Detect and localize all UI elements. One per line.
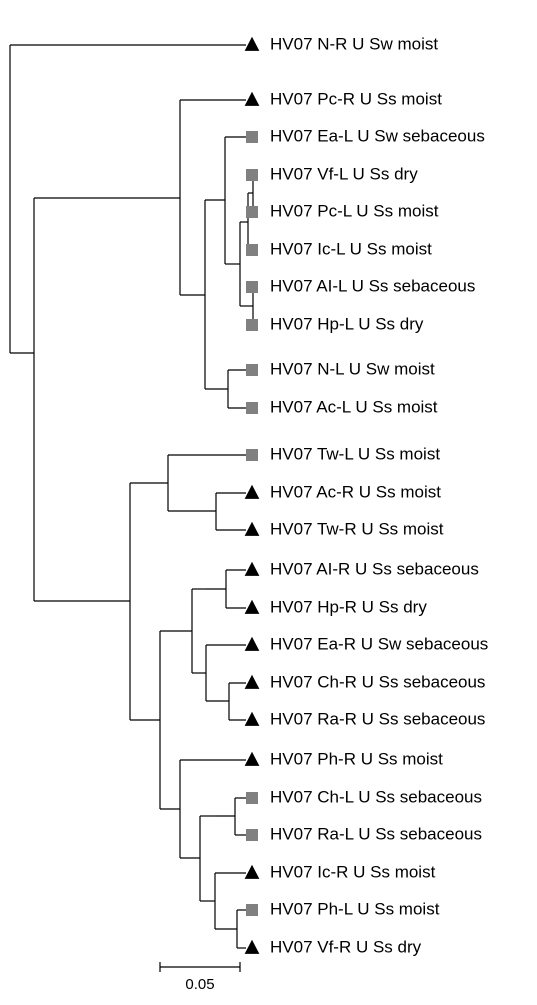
leaf-label: HV07 Ra-L U Ss sebaceous (270, 824, 482, 843)
square-icon (246, 169, 258, 181)
leaf-label: HV07 N-R U Sw moist (270, 34, 438, 53)
leaf-label: HV07 AI-R U Ss sebaceous (270, 559, 479, 578)
leaf-label: HV07 Ic-L U Ss moist (270, 239, 432, 258)
square-icon (246, 281, 258, 293)
leaf-label: HV07 Hp-R U Ss dry (270, 597, 427, 616)
leaf-label: HV07 Ch-R U Ss sebaceous (270, 672, 485, 691)
leaf-label: HV07 Ea-R U Sw sebaceous (270, 634, 488, 653)
square-icon (246, 402, 258, 414)
tree-svg: HV07 N-R U Sw moist HV07 Pc-R U Ss moist H… (0, 0, 537, 1000)
leaf-label: HV07 Ph-R U Ss moist (270, 749, 443, 768)
leaf-label: HV07 N-L U Sw moist (270, 359, 435, 378)
square-icon (246, 131, 258, 143)
square-icon (246, 244, 258, 256)
leaf-label: HV07 Ph-L U Ss moist (270, 899, 440, 918)
square-icon (246, 206, 258, 218)
leaf-label: HV07 Pc-R U Ss moist (270, 89, 442, 108)
leaf-label: HV07 Ch-L U Ss sebaceous (270, 787, 482, 806)
square-icon (246, 792, 258, 804)
square-icon (246, 829, 258, 841)
scale-bar-label: 0.05 (185, 976, 214, 993)
leaf-label: HV07 Ac-R U Ss moist (270, 482, 441, 501)
leaf-label: HV07 Hp-L U Ss dry (270, 314, 424, 333)
leaf-label: HV07 Tw-R U Ss moist (270, 519, 444, 538)
leaf-label: HV07 Ic-R U Ss moist (270, 862, 436, 881)
phylogenetic-tree-figure: HV07 N-R U Sw moist HV07 Pc-R U Ss moist H… (0, 0, 537, 1005)
square-icon (246, 319, 258, 331)
tree-background (0, 0, 537, 1000)
square-icon (246, 449, 258, 461)
leaf-label: HV07 Tw-L U Ss moist (270, 444, 440, 463)
leaf-label: HV07 Vf-L U Ss dry (270, 164, 418, 183)
leaf-label: HV07 Ac-L U Ss moist (270, 397, 438, 416)
leaf-label: HV07 Ea-L U Sw sebaceous (270, 126, 485, 145)
square-icon (246, 364, 258, 376)
leaf-label: HV07 Ra-R U Ss sebaceous (270, 709, 485, 728)
leaf-label: HV07 Pc-L U Ss moist (270, 201, 439, 220)
square-icon (246, 904, 258, 916)
leaf-label: HV07 AI-L U Ss sebaceous (270, 276, 475, 295)
leaf-label: HV07 Vf-R U Ss dry (270, 937, 422, 956)
